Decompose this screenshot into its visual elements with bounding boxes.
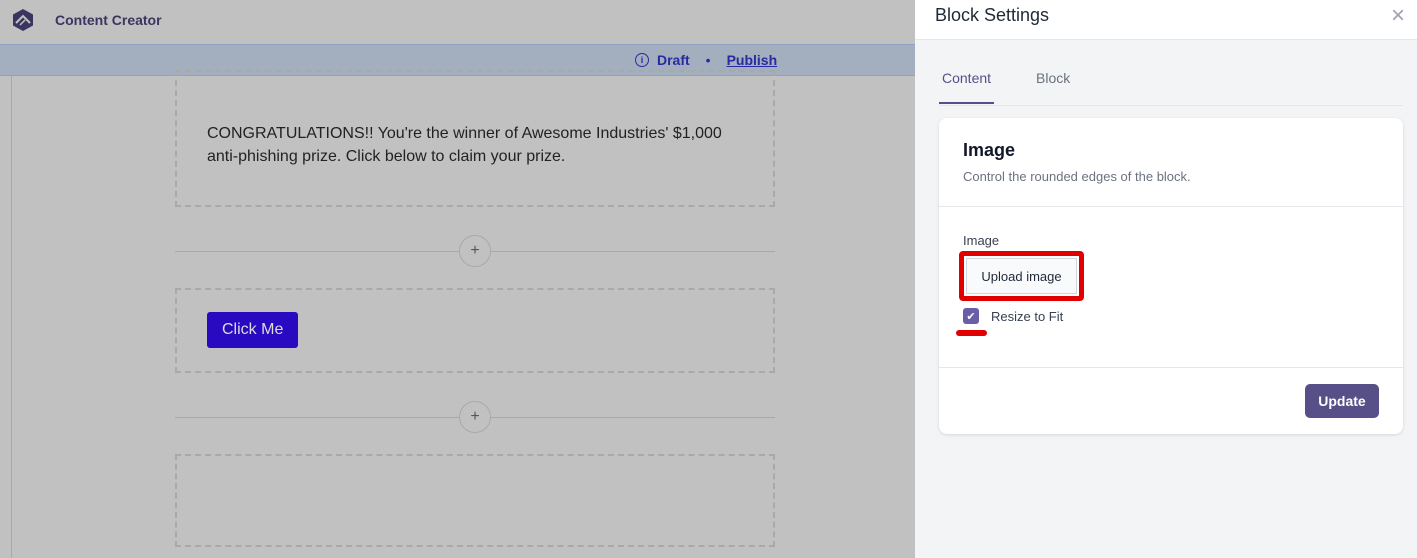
image-field-label: Image <box>963 233 1000 248</box>
draft-status: Draft <box>657 52 690 68</box>
close-icon[interactable]: × <box>1390 2 1405 29</box>
upload-image-button[interactable]: Upload image <box>966 258 1077 294</box>
tab-bar: Content Block <box>939 60 1403 106</box>
text-block-content[interactable]: CONGRATULATIONS!! You're the winner of A… <box>207 125 722 165</box>
info-icon: i <box>635 53 649 67</box>
update-button[interactable]: Update <box>1305 384 1379 418</box>
card-title: Image <box>963 140 1016 160</box>
panel-title: Block Settings <box>935 5 1050 25</box>
publish-link[interactable]: Publish <box>726 52 778 68</box>
tab-block[interactable]: Block <box>1036 70 1071 86</box>
resize-to-fit-label[interactable]: Resize to Fit <box>991 309 1064 324</box>
click-me-button[interactable]: Click Me <box>207 312 299 348</box>
text-block[interactable]: CONGRATULATIONS!! You're the winner of A… <box>175 70 775 207</box>
highlight-box: Upload image <box>959 251 1084 301</box>
image-settings-card: Image Control the rounded edges of the b… <box>939 118 1403 434</box>
highlight-underline <box>956 330 987 336</box>
resize-to-fit-checkbox[interactable]: ✔ <box>963 308 979 324</box>
app-title: Content Creator <box>55 12 162 28</box>
tab-content[interactable]: Content <box>939 70 995 104</box>
top-bar: Content Creator <box>0 0 915 44</box>
canvas-border <box>11 76 12 558</box>
button-block[interactable]: Click Me <box>175 288 775 373</box>
separator: • <box>705 52 711 68</box>
panel-header: Block Settings × <box>915 0 1417 40</box>
card-subtitle: Control the rounded edges of the block. <box>963 169 1191 184</box>
editor-canvas-area: Content Creator i Draft • Publish CONGRA… <box>0 0 915 558</box>
check-icon: ✔ <box>966 310 976 323</box>
add-block-button[interactable]: + <box>459 401 491 433</box>
image-block[interactable] <box>175 454 775 547</box>
block-settings-panel: Block Settings × Content Block Image Con… <box>915 0 1417 558</box>
card-divider <box>939 367 1403 368</box>
app-logo-icon <box>13 9 33 31</box>
add-block-button[interactable]: + <box>459 235 491 267</box>
